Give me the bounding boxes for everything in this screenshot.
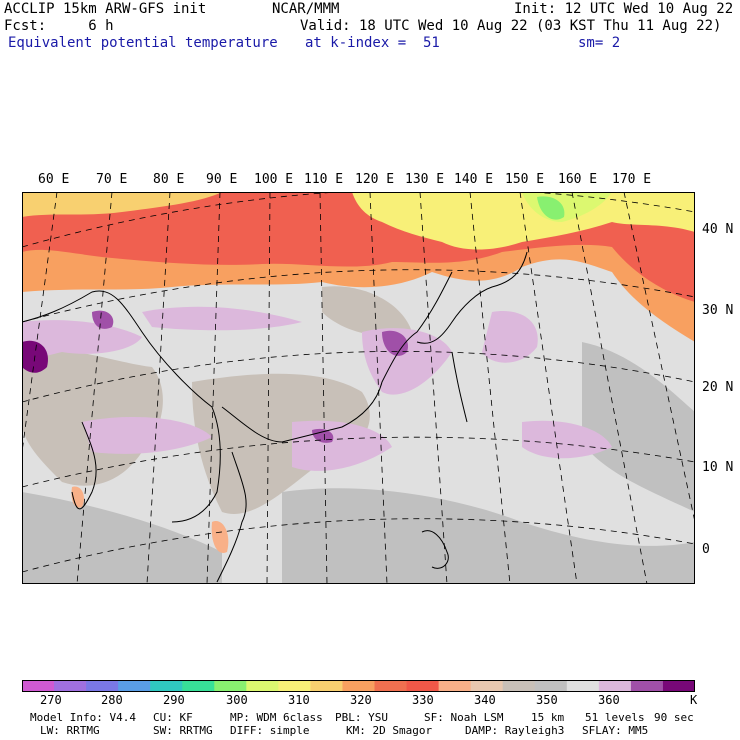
footer-item: KM: 2D Smagor — [346, 724, 433, 737]
colorbar-swatch — [182, 680, 215, 692]
dark-purple-region — [382, 330, 408, 356]
lat-label: 10 N — [702, 460, 734, 475]
purple-region — [82, 417, 212, 454]
lon-label: 150 E — [505, 172, 545, 187]
footer-item: 51 levels — [585, 711, 645, 724]
lon-label: 160 E — [558, 172, 598, 187]
colorbar-swatch — [214, 680, 247, 692]
footer-item: 15 km — [531, 711, 565, 724]
lat-label: 20 N — [702, 380, 734, 395]
colorbar-swatch — [534, 680, 568, 692]
colorbar-tick-label: 320 — [350, 693, 372, 707]
colorbar-tick-label: 290 — [163, 693, 185, 707]
footer-item: Model Info: V4.4 — [30, 711, 136, 724]
colorbar-tick-label: 350 — [536, 693, 558, 707]
colorbar-swatch — [22, 680, 55, 692]
colorbar-tick-label: 340 — [474, 693, 496, 707]
footer-item: PBL: YSU — [335, 711, 388, 724]
colorbar-tick-label: 310 — [288, 693, 310, 707]
map-frame — [22, 192, 695, 584]
model-title: ACCLIP 15km ARW-GFS init — [4, 1, 207, 17]
lon-label: 60 E — [38, 172, 70, 187]
colorbar-tick-label: 300 — [226, 693, 248, 707]
colorbar-swatch — [86, 680, 119, 692]
colorbar-swatch — [566, 680, 600, 692]
colorbar-swatch — [406, 680, 440, 692]
lon-label: 80 E — [153, 172, 185, 187]
colorbar-swatch — [598, 680, 632, 692]
smoothing-label: sm= 2 — [578, 35, 621, 51]
footer-item: SW: RRTMG — [153, 724, 213, 737]
grey-region — [192, 373, 370, 514]
colorbar-swatch — [54, 680, 87, 692]
grey-region — [282, 488, 695, 584]
theta-e-map — [22, 192, 695, 584]
colorbar-tick-label: 330 — [412, 693, 434, 707]
colorbar-tick-label: 270 — [40, 693, 62, 707]
dark-purple-region — [92, 310, 114, 329]
lon-label: 120 E — [355, 172, 395, 187]
colorbar-swatch — [470, 680, 504, 692]
purple-region — [22, 320, 142, 362]
footer-item: LW: RRTMG — [40, 724, 100, 737]
colorbar-tick-label: 360 — [598, 693, 620, 707]
colorbar-swatch — [310, 680, 343, 692]
organization-label: NCAR/MMM — [272, 1, 340, 17]
colorbar-swatch — [150, 680, 183, 692]
footer-item: MP: WDM 6class — [230, 711, 323, 724]
footer-item: SFLAY: MM5 — [582, 724, 649, 737]
level-label: at k-index = 51 — [305, 35, 440, 51]
coastlines — [22, 251, 528, 583]
lat-label: 0 — [702, 542, 710, 557]
colorbar-unit: K — [690, 693, 698, 707]
purple-region — [482, 311, 538, 363]
lon-label: 90 E — [206, 172, 238, 187]
colorbar-frame — [22, 680, 695, 692]
colorbar-swatch — [278, 680, 311, 692]
footer-item: 90 sec — [654, 711, 694, 724]
field-name: Equivalent potential temperature — [8, 35, 278, 51]
peach-region — [211, 521, 229, 553]
purple-region — [142, 306, 302, 331]
yellow-band — [352, 192, 695, 250]
footer-item: DIFF: simple — [230, 724, 310, 737]
grey-region — [582, 342, 695, 512]
colorbar — [22, 680, 695, 692]
colorbar-swatch — [342, 680, 376, 692]
lon-label: 100 E — [254, 172, 294, 187]
colorbar-swatch — [118, 680, 151, 692]
lon-label: 130 E — [405, 172, 445, 187]
purple-region — [522, 420, 612, 459]
lat-label: 40 N — [702, 222, 734, 237]
footer-item: SF: Noah LSM — [424, 711, 504, 724]
grey-region — [322, 286, 412, 336]
valid-time: Valid: 18 UTC Wed 10 Aug 22 (03 KST Thu … — [300, 18, 722, 34]
lon-label: 140 E — [454, 172, 494, 187]
colorbar-swatch — [662, 680, 695, 692]
colorbar-swatch — [630, 680, 664, 692]
forecast-hour: Fcst: 6 h — [4, 18, 114, 34]
lat-label: 30 N — [702, 303, 734, 318]
lon-label: 170 E — [612, 172, 652, 187]
grey-region — [22, 492, 222, 584]
lon-label: 70 E — [96, 172, 128, 187]
colorbar-swatch — [502, 680, 536, 692]
colorbar-tick-label: 280 — [101, 693, 123, 707]
graticule — [22, 192, 695, 584]
colorbar-swatch — [438, 680, 472, 692]
colorbar-swatch — [374, 680, 408, 692]
colorbar-swatch — [246, 680, 279, 692]
yellow-band — [22, 192, 222, 217]
footer-item: DAMP: Rayleigh3 — [465, 724, 565, 737]
green-band — [537, 196, 565, 220]
init-time: Init: 12 UTC Wed 10 Aug 22 — [514, 1, 734, 17]
footer-item: CU: KF — [153, 711, 193, 724]
lon-label: 110 E — [304, 172, 344, 187]
